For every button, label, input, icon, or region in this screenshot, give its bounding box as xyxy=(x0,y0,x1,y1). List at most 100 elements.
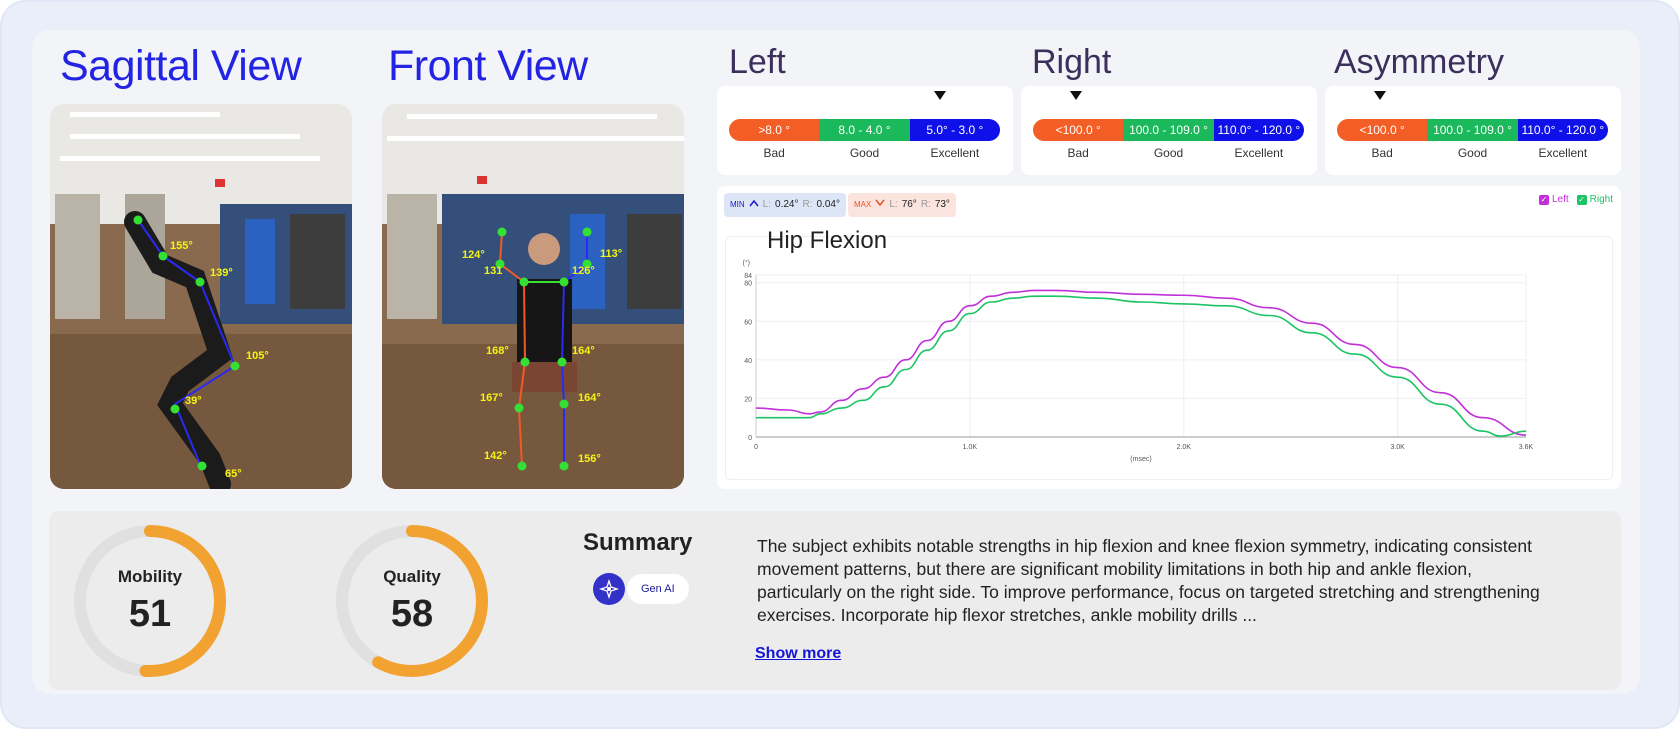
angle-label: 65° xyxy=(225,468,242,480)
rating-scale: >8.0 ° 8.0 - 4.0 ° 5.0° - 3.0 ° xyxy=(729,119,1000,141)
y-tick-label: 40 xyxy=(744,358,752,365)
angle-label: 126° xyxy=(572,265,595,277)
max-right-label: R: xyxy=(920,199,931,210)
angle-label: 168° xyxy=(486,345,509,357)
x-tick-label: 1.0K xyxy=(963,444,978,451)
rating-excellent-segment: 110.0° - 120.0 ° xyxy=(1517,119,1608,141)
left-rating-title: Left xyxy=(729,43,786,81)
y-axis-label: (°) xyxy=(743,259,750,267)
legend-left-toggle[interactable]: ✓ Left xyxy=(1538,194,1569,205)
rating-label: Bad xyxy=(763,146,785,160)
x-tick-label: 2.0K xyxy=(1177,444,1192,451)
angle-label: 164° xyxy=(572,345,595,357)
max-stat-pill: MAX L: 76° R: 73° xyxy=(848,193,956,217)
sagittal-view-title: Sagittal View xyxy=(60,42,302,90)
angle-label: 164° xyxy=(578,392,601,404)
left-rating-card: >8.0 ° 8.0 - 4.0 ° 5.0° - 3.0 ° Bad Good… xyxy=(717,86,1013,175)
chevron-up-icon xyxy=(749,193,759,217)
max-left-label: L: xyxy=(889,199,898,210)
angle-label: 113° xyxy=(600,248,622,260)
rating-label: Good xyxy=(1153,146,1184,160)
y-tick-label: 0 xyxy=(748,435,752,442)
quality-label: Quality xyxy=(383,567,441,586)
rating-marker-icon xyxy=(934,91,947,100)
min-stat-pill: MIN L: 0.24° R: 0.04° xyxy=(724,193,846,217)
angle-label: 105° xyxy=(246,350,269,362)
series-line-right xyxy=(756,295,1527,437)
quality-score: 58 xyxy=(390,593,434,635)
max-left-value: 76° xyxy=(901,199,917,210)
min-left-label: L: xyxy=(762,199,772,210)
summary-text: The subject exhibits notable strengths i… xyxy=(757,536,1540,625)
chart-title: Hip Flexion xyxy=(767,227,888,254)
max-right-value: 73° xyxy=(934,199,950,210)
rating-excellent-segment: 110.0° - 120.0 ° xyxy=(1213,119,1304,141)
rating-marker-icon xyxy=(1374,91,1387,100)
rating-label: Bad xyxy=(1371,146,1393,160)
rating-label: Excellent xyxy=(1538,146,1588,160)
mobility-gauge-arc xyxy=(74,525,226,677)
summary-title: Summary xyxy=(583,529,693,556)
rating-bad-segment: <100.0 ° xyxy=(1337,119,1428,141)
sagittal-view-image: 155° 139° 105° 39° 65° xyxy=(50,104,352,489)
rating-label: Bad xyxy=(1067,146,1089,160)
angle-label: 155° xyxy=(170,240,193,252)
series-line-left xyxy=(755,289,1527,436)
x-tick-label: 3.0K xyxy=(1390,444,1405,451)
mobility-label: Mobility xyxy=(117,567,183,586)
y-tick-label: 80 xyxy=(744,281,752,288)
summary-card xyxy=(49,511,1621,690)
right-rating-card: <100.0 ° 100.0 - 109.0 ° 110.0° - 120.0 … xyxy=(1021,86,1317,175)
legend-left-label: Left xyxy=(1551,194,1569,205)
chevron-down-icon xyxy=(875,193,885,217)
y-tick-label: 60 xyxy=(744,319,752,326)
legend-right-label: Right xyxy=(1589,194,1613,205)
angle-label: 124° xyxy=(462,249,485,261)
rating-label: Good xyxy=(849,146,880,160)
angle-label: 139° xyxy=(210,267,233,279)
rating-scale: <100.0 ° 100.0 - 109.0 ° 110.0° - 120.0 … xyxy=(1337,119,1608,141)
min-right-label: R: xyxy=(802,199,813,210)
chart-plot-area: 0 20 40 60 80 84 0 1.0K 2.0K 3.0K 3.6K (°) (msec) xyxy=(725,236,1613,480)
quality-gauge: Quality 58 xyxy=(332,521,492,681)
angle-label: 142° xyxy=(484,450,507,462)
min-tag: MIN xyxy=(730,200,745,209)
hip-flexion-chart-card: MIN L: 0.24° R: 0.04° MAX L: 76° R: 73° … xyxy=(717,186,1621,489)
rating-bad-segment: <100.0 ° xyxy=(1033,119,1124,141)
mobility-gauge: Mobility 51 xyxy=(70,521,230,681)
gen-ai-badge[interactable]: Gen AI xyxy=(593,573,689,605)
asymmetry-rating-card: <100.0 ° 100.0 - 109.0 ° 110.0° - 120.0 … xyxy=(1325,86,1621,175)
rating-good-segment: 100.0 - 109.0 ° xyxy=(1123,119,1214,141)
min-left-value: 0.24° xyxy=(775,199,799,210)
show-more-link[interactable]: Show more xyxy=(755,645,842,662)
mobility-score: 51 xyxy=(128,593,172,635)
x-axis-label: (msec) xyxy=(1130,456,1151,463)
checkbox-icon[interactable]: ✓ xyxy=(1538,194,1549,205)
rating-good-segment: 8.0 - 4.0 ° xyxy=(819,119,910,141)
rating-label: Excellent xyxy=(1234,146,1284,160)
y-tick-label: 20 xyxy=(744,396,752,403)
rating-label: Good xyxy=(1457,146,1488,160)
quality-gauge-arc xyxy=(336,525,488,677)
asymmetry-rating-title: Asymmetry xyxy=(1334,43,1504,81)
rating-scale: <100.0 ° 100.0 - 109.0 ° 110.0° - 120.0 … xyxy=(1033,119,1304,141)
x-tick-label: 0 xyxy=(754,444,758,451)
right-rating-title: Right xyxy=(1032,43,1112,81)
rating-good-segment: 100.0 - 109.0 ° xyxy=(1427,119,1518,141)
rating-bad-segment: >8.0 ° xyxy=(729,119,820,141)
front-view-image: 124° 131 113° 126° 168° 164° 167° 164° 1… xyxy=(382,104,684,489)
angle-label: 131 xyxy=(484,265,502,277)
gen-ai-button[interactable]: Gen AI xyxy=(627,574,689,604)
front-view-title: Front View xyxy=(388,42,588,90)
max-tag: MAX xyxy=(854,200,872,209)
angle-label: 156° xyxy=(578,453,601,465)
rating-marker-icon xyxy=(1070,91,1083,100)
chart-legend: ✓ Left ✓ Right xyxy=(1538,194,1613,205)
legend-right-toggle[interactable]: ✓ Right xyxy=(1576,194,1613,205)
angle-label: 167° xyxy=(480,392,503,404)
ai-sparkle-icon[interactable] xyxy=(593,573,625,605)
y-tick-label: 84 xyxy=(744,273,752,280)
min-right-value: 0.04° xyxy=(816,199,840,210)
checkbox-icon[interactable]: ✓ xyxy=(1576,194,1587,205)
